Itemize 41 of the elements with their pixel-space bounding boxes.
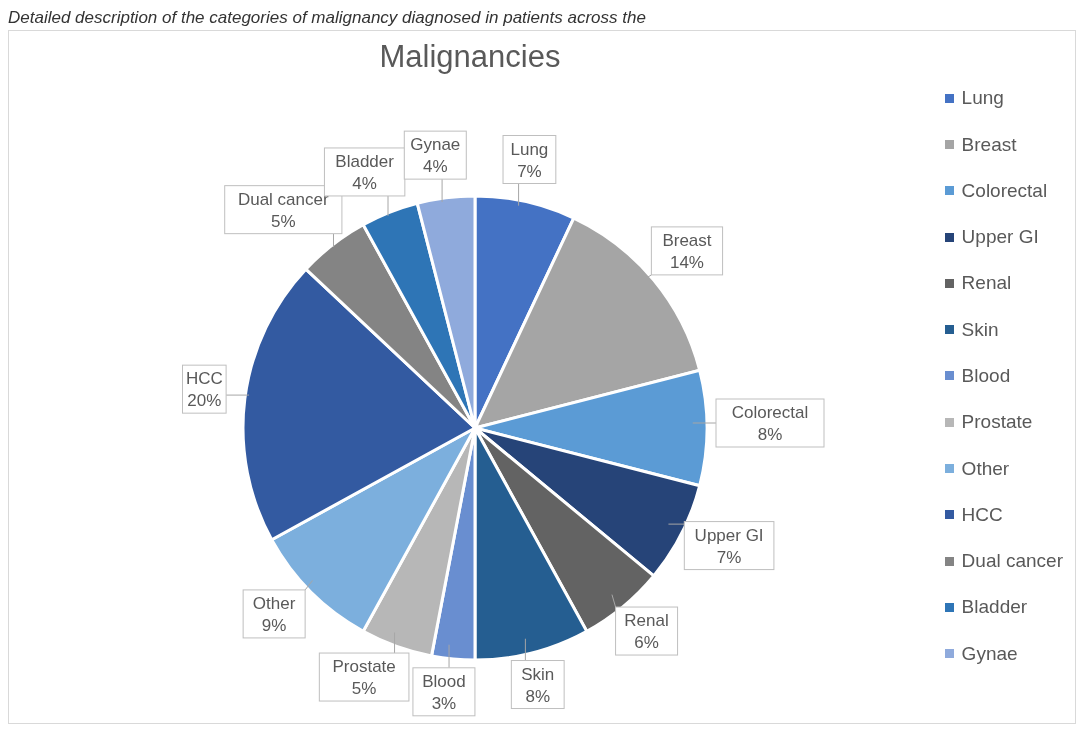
data-label: 4% xyxy=(422,157,448,177)
legend-label: HCC xyxy=(961,503,1003,526)
data-label: 3% xyxy=(431,693,457,713)
slice-label: Colorectal xyxy=(731,403,809,422)
text: Detailed description of the categories of malignancy diagnosed in patients across the xyxy=(8,8,647,29)
slice-label: Renal xyxy=(624,611,669,631)
slice-label: Other xyxy=(252,593,296,613)
slice-label: Prostate xyxy=(332,657,396,677)
legend-label: Bladder xyxy=(961,596,1028,619)
legend-label: Breast xyxy=(961,133,1017,156)
data-label: 6% xyxy=(634,633,659,653)
legend-label: Skin xyxy=(961,318,999,341)
slice-label: Bladder xyxy=(335,151,395,171)
slice-label: Gynae xyxy=(410,135,461,155)
slice-label: Breast xyxy=(662,230,712,250)
slice-label: Dual cancer xyxy=(237,189,329,209)
slice-label: HCC xyxy=(185,369,223,389)
slice-label: Skin xyxy=(521,664,555,684)
data-label: 8% xyxy=(757,425,783,444)
legend-label: Renal xyxy=(961,272,1012,295)
legend-label: Other xyxy=(961,457,1010,480)
legend-label: Gynae xyxy=(961,642,1018,665)
data-label: 9% xyxy=(261,615,287,635)
data-label: 5% xyxy=(271,211,296,231)
legend-label: Colorectal xyxy=(961,179,1048,202)
legend-label: Blood xyxy=(961,364,1011,387)
data-label: 7% xyxy=(716,547,742,567)
legend-label: Prostate xyxy=(961,411,1033,434)
chart-title: Malignancies xyxy=(378,39,562,75)
data-label: 5% xyxy=(351,679,377,699)
data-label: 4% xyxy=(352,173,377,193)
data-label: 14% xyxy=(669,252,704,272)
legend-label: Dual cancer xyxy=(961,550,1063,573)
data-label: 20% xyxy=(187,391,222,411)
legend-label: Upper GI xyxy=(961,226,1039,249)
slice-label: Upper GI xyxy=(694,525,764,545)
data-label: 7% xyxy=(517,161,542,181)
legend-label: Lung xyxy=(961,87,1004,110)
data-label: 8% xyxy=(525,686,551,706)
slice-label: Blood xyxy=(422,671,466,691)
slice-label: Lung xyxy=(510,139,549,159)
